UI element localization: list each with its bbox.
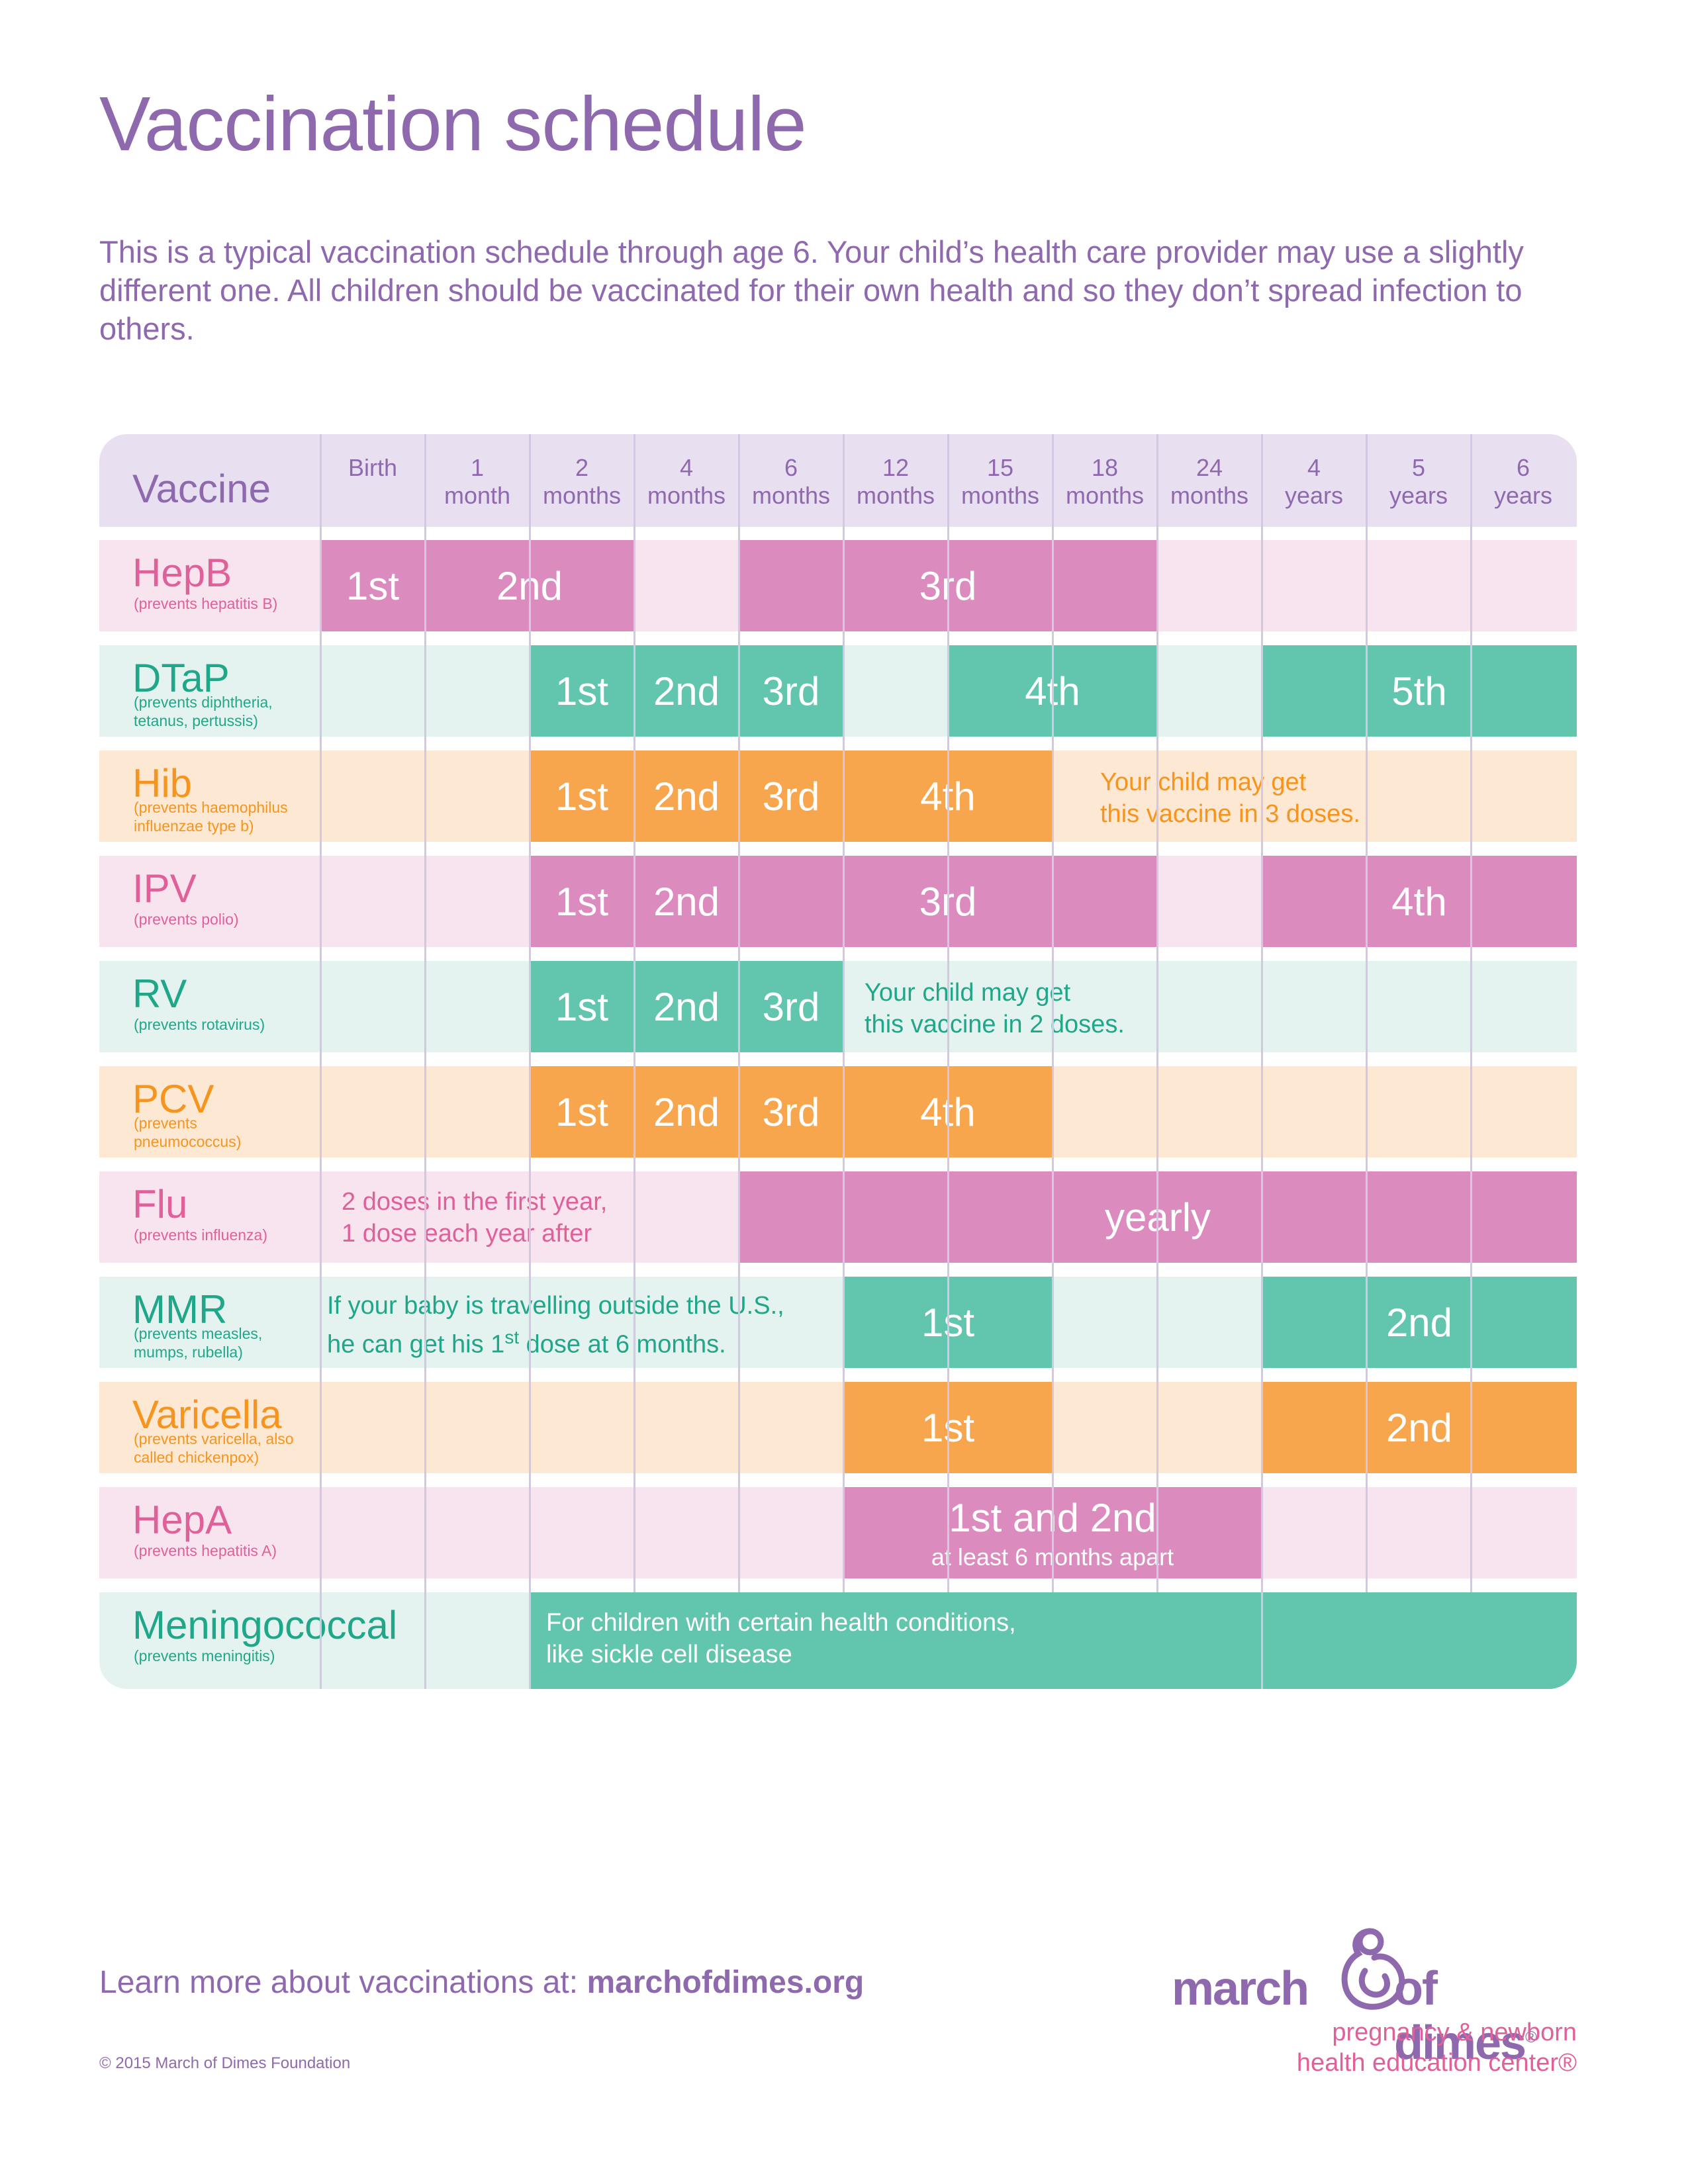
dose-3rd: 3rd <box>739 645 843 737</box>
grid-line <box>1156 434 1158 1592</box>
dose-1st: 1st <box>530 645 634 737</box>
grid-line <box>633 434 635 1592</box>
dose-5th: 5th <box>1262 645 1577 737</box>
vaccine-description: (prevents hepatitis B) <box>134 595 278 612</box>
logo-word-right: of dimes® <box>1394 1962 1537 2070</box>
dose-note: Your child may get this vaccine in 2 dose… <box>851 977 1138 1040</box>
row-dtap: DTaP (prevents diphtheria, tetanus, pertu… <box>99 645 1577 737</box>
dose-1st: 1st <box>320 540 425 631</box>
row-rv: RV (prevents rotavirus) 1st 2nd 3rd Your… <box>99 961 1577 1052</box>
grid-line <box>1366 434 1368 1592</box>
vaccine-column-header: Vaccine <box>132 467 271 511</box>
logo-tagline-1: pregnancy & newborn <box>1332 2019 1577 2046</box>
vaccine-name: PCV <box>132 1077 214 1121</box>
vaccine-description: (prevents diphtheria, tetanus, pertussis) <box>134 694 273 729</box>
logo-tagline-2: health education center® <box>1296 2049 1577 2077</box>
vaccine-description: (prevents meningitis) <box>134 1647 275 1664</box>
row-varicella: Varicella (prevents varicella, also calle… <box>99 1382 1577 1473</box>
grid-line <box>320 434 322 1689</box>
vaccine-description: (prevents rotavirus) <box>134 1016 265 1033</box>
col-header-18-months: 18 months <box>1065 454 1145 509</box>
dose-3rd: 3rd <box>739 1066 843 1158</box>
col-header-6-years: 6 years <box>1493 454 1553 509</box>
dose-2nd: 2nd <box>1262 1277 1577 1368</box>
grid-line <box>1052 434 1054 1592</box>
grid-line <box>424 434 426 1689</box>
col-header-15-months: 15 months <box>961 454 1040 509</box>
grid-line <box>529 434 531 1689</box>
dose-2nd: 2nd <box>634 856 739 947</box>
col-header-24-months: 24 months <box>1170 454 1249 509</box>
dose-2nd: 2nd <box>634 961 739 1052</box>
col-header-6-months: 6 months <box>751 454 831 509</box>
row-hib: Hib (prevents haemophilus influenzae type… <box>99 751 1577 842</box>
col-header-1-month: 1 month <box>444 454 511 509</box>
dose-2nd: 2nd <box>634 751 739 842</box>
copyright: © 2015 March of Dimes Foundation <box>99 2054 351 2072</box>
dose-1st: 1st <box>530 1066 634 1158</box>
dose-3rd: 3rd <box>739 751 843 842</box>
dose-4th: 4th <box>1262 856 1577 947</box>
vaccine-name: IPV <box>132 866 197 911</box>
grid-line <box>947 434 949 1592</box>
col-header-birth: Birth <box>348 454 398 481</box>
dose-2nd: 2nd <box>634 1066 739 1158</box>
dose-note: If your baby is travelling outside the U… <box>314 1290 798 1361</box>
grid-line <box>738 434 740 1592</box>
vaccination-table: Vaccine Birth 1 month 2 months 4 months 6 mo… <box>99 434 1577 1689</box>
page-title: Vaccination schedule <box>99 81 807 167</box>
dose-note: For children with certain health conditi… <box>546 1609 1016 1668</box>
vaccine-description: (prevents pneumococcus) <box>134 1115 242 1150</box>
dose-3rd: 3rd <box>739 961 843 1052</box>
dose-conditional-later <box>1262 1592 1577 1689</box>
grid-line <box>1470 434 1472 1592</box>
dose-note: Your child may get this vaccine in 3 dose… <box>1100 766 1374 830</box>
dose-1st: 1st <box>530 961 634 1052</box>
dose-conditional <box>530 1592 1262 1689</box>
table-header: Vaccine Birth 1 month 2 months 4 months 6 mo… <box>99 434 1577 527</box>
dose-1st: 1st <box>530 856 634 947</box>
vaccine-description: (prevents varicella, also called chickenp… <box>134 1430 294 1466</box>
col-header-12-months: 12 months <box>856 454 935 509</box>
vaccine-name: Meningococcal <box>132 1603 398 1647</box>
vaccine-name: HepA <box>132 1498 232 1542</box>
vaccine-description: (prevents measles, mumps, rubella) <box>134 1325 263 1361</box>
col-header-4-years: 4 years <box>1284 454 1344 509</box>
col-header-4-months: 4 months <box>647 454 726 509</box>
vaccine-name: Hib <box>132 761 193 805</box>
logo-word-left: march <box>1172 1962 1309 2015</box>
vaccine-name: MMR <box>132 1287 228 1332</box>
vaccine-name: DTaP <box>132 656 230 700</box>
vaccine-name: Varicella <box>132 1392 282 1437</box>
intro-paragraph: This is a typical vaccination schedule t… <box>99 234 1524 346</box>
learn-more-text: Learn more about vaccinations at: marcho… <box>99 1965 865 2000</box>
vaccine-description: (prevents influenza) <box>134 1226 267 1244</box>
row-meningococcal: Meningococcal (prevents meningitis) For … <box>99 1592 1577 1689</box>
vaccine-name: HepB <box>132 551 232 595</box>
dose-note: 2 doses in the first year, 1 dose each ye… <box>328 1186 621 1250</box>
dose-2nd: 2nd <box>634 645 739 737</box>
grid-line <box>1261 434 1263 1689</box>
vaccine-description: (prevents haemophilus influenzae type b) <box>134 799 288 835</box>
vaccine-description: (prevents hepatitis A) <box>134 1542 277 1559</box>
dose-1st: 1st <box>530 751 634 842</box>
vaccine-description: (prevents polio) <box>134 911 239 928</box>
vaccine-name: RV <box>132 972 187 1016</box>
vaccine-name: Flu <box>132 1182 188 1226</box>
grid-line <box>843 434 845 1592</box>
col-header-2-months: 2 months <box>542 454 622 509</box>
mother-baby-icon <box>1341 1928 1405 2010</box>
learn-more-link[interactable]: marchofdimes.org <box>586 1965 865 2000</box>
dose-2nd: 2nd <box>1262 1382 1577 1473</box>
col-header-5-years: 5 years <box>1389 454 1448 509</box>
march-of-dimes-logo: march of dimes® pregnancy & newborn heal… <box>1172 1919 1582 2078</box>
